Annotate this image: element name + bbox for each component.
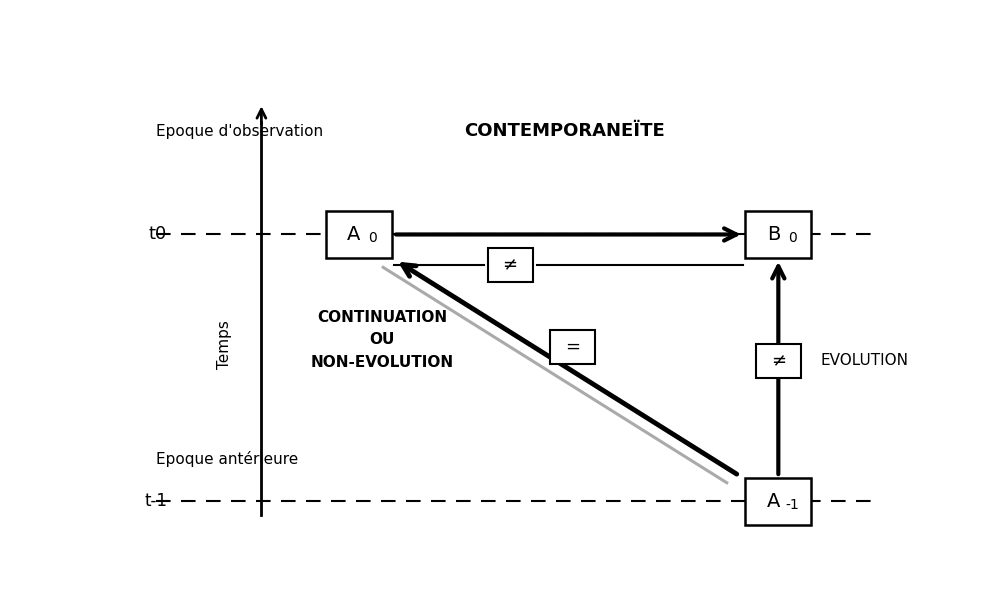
Text: CONTEMPORANEÏTE: CONTEMPORANEÏTE: [464, 122, 664, 140]
Text: ≠: ≠: [770, 352, 786, 370]
Text: =: =: [564, 338, 579, 356]
Text: A: A: [767, 492, 780, 511]
Text: 0: 0: [788, 231, 796, 245]
Text: t-1: t-1: [144, 492, 167, 510]
Text: t0: t0: [148, 226, 166, 243]
Text: CONTINUATION
OU
NON-EVOLUTION: CONTINUATION OU NON-EVOLUTION: [310, 310, 453, 370]
Text: B: B: [767, 225, 780, 244]
Text: ≠: ≠: [502, 256, 517, 274]
Text: Temps: Temps: [217, 320, 232, 369]
Text: EVOLUTION: EVOLUTION: [820, 353, 908, 368]
FancyBboxPatch shape: [326, 211, 391, 258]
FancyBboxPatch shape: [744, 478, 811, 525]
Text: A: A: [347, 225, 361, 244]
Text: Epoque d'observation: Epoque d'observation: [156, 124, 324, 139]
Text: Epoque antérieure: Epoque antérieure: [156, 451, 299, 467]
FancyBboxPatch shape: [744, 211, 811, 258]
FancyBboxPatch shape: [756, 344, 800, 378]
FancyBboxPatch shape: [487, 248, 532, 282]
Text: -1: -1: [785, 498, 799, 512]
Text: 0: 0: [368, 231, 377, 245]
FancyBboxPatch shape: [549, 330, 594, 364]
